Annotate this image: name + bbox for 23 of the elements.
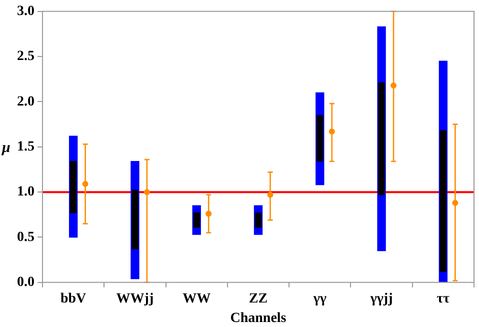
y-tick-label: 1.5 [17, 140, 34, 155]
y-tick-label: 3.0 [17, 4, 34, 20]
x-tick-label: WWjj [116, 291, 154, 306]
y-tick-label: 0.0 [17, 275, 34, 290]
bar [132, 190, 138, 250]
y-tick-label: 2.0 [17, 94, 34, 110]
x-tick-label: γγ [312, 291, 327, 306]
x-axis-title: Channels [230, 311, 287, 326]
bar [193, 212, 200, 228]
y-tick-label: 2.5 [17, 49, 34, 64]
bar [70, 161, 77, 214]
x-tick-label: bbV [60, 291, 86, 306]
x-tick-label: WW [182, 291, 211, 306]
bar [316, 114, 324, 162]
bar [254, 212, 262, 228]
y-axis-title: μ [2, 140, 10, 157]
y-tick-label: 0.5 [17, 230, 34, 245]
bar [378, 82, 385, 196]
x-tick-label: γγjj [369, 291, 393, 306]
y-tick-label: 1.0 [17, 184, 34, 200]
bar [440, 130, 447, 272]
x-tick-label: ZZ [248, 291, 268, 306]
x-tick-label: ττ [436, 291, 450, 306]
